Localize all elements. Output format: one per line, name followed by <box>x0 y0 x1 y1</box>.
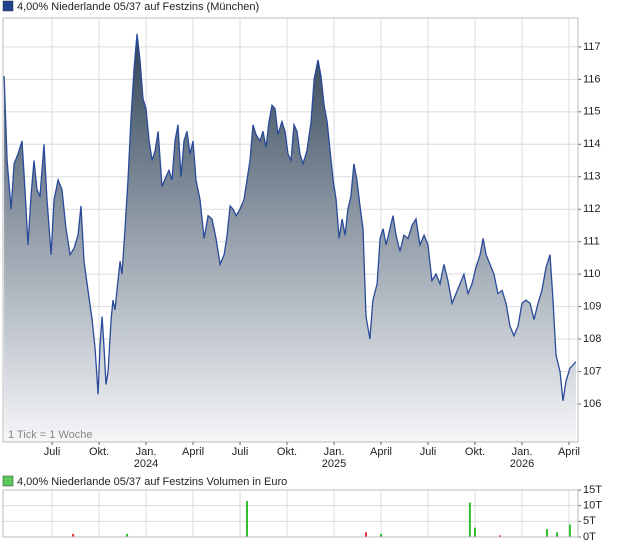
volume-bar <box>545 529 548 537</box>
annotation: 1 Tick = 1 Woche <box>8 429 92 441</box>
area-fill <box>4 33 576 443</box>
x-tick-label: Jan. <box>512 446 533 458</box>
chart-title: 4,00% Niederlande 05/37 auf Festzins (Mü… <box>17 1 259 13</box>
x-tick-label: Jan. <box>136 446 157 458</box>
volume-bar <box>380 533 383 537</box>
y-tick-label: 107 <box>583 365 601 377</box>
volume-bar <box>72 533 75 537</box>
y-tick-label: 113 <box>583 171 601 183</box>
x-year-label: 2026 <box>510 458 534 470</box>
y-tick-label: 106 <box>583 398 601 410</box>
x-tick-label: April <box>370 446 392 458</box>
plot-area <box>2 489 579 538</box>
x-tick-label: Jan. <box>324 446 345 458</box>
x-year-label: 2024 <box>134 458 158 470</box>
x-tick-label: Juli <box>232 446 249 458</box>
legend-swatch <box>2 0 14 12</box>
x-tick-label: Okt. <box>89 446 109 458</box>
chart-title: 4,00% Niederlande 05/37 auf Festzins Vol… <box>17 476 287 488</box>
y-tick-label: 115 <box>583 106 601 118</box>
volume-bar <box>245 500 248 537</box>
y-tick-label: 110 <box>583 268 601 280</box>
y-tick-label: 108 <box>583 333 601 345</box>
x-tick-label: Juli <box>420 446 437 458</box>
volume-bar <box>555 532 558 537</box>
y-tick-label: 117 <box>583 41 601 53</box>
volume-bar <box>468 502 471 537</box>
x-tick-label: April <box>182 446 204 458</box>
x-tick-label: April <box>558 446 580 458</box>
legend-swatch <box>2 475 14 487</box>
y-tick-label: 0T <box>583 531 596 543</box>
y-tick-label: 111 <box>583 236 600 248</box>
plot-frame <box>2 17 579 443</box>
y-tick-label: 114 <box>583 138 601 150</box>
x-tick-label: Juli <box>44 446 61 458</box>
price-line <box>3 33 577 401</box>
volume-bar <box>473 527 476 537</box>
volume-bar <box>498 535 501 537</box>
y-tick-label: 112 <box>583 203 601 215</box>
volume-bar <box>364 532 367 537</box>
y-tick-label: 10T <box>583 500 602 512</box>
y-tick-label: 116 <box>583 73 601 85</box>
x-tick-label: Okt. <box>465 446 485 458</box>
x-tick-label: Okt. <box>277 446 297 458</box>
y-tick-label: 109 <box>583 301 601 313</box>
volume-bar <box>568 524 571 537</box>
x-year-label: 2025 <box>322 458 346 470</box>
plot-frame <box>2 489 579 538</box>
y-tick-label: 15T <box>583 484 602 496</box>
y-tick-label: 5T <box>583 515 596 527</box>
volume-bar <box>126 533 129 537</box>
